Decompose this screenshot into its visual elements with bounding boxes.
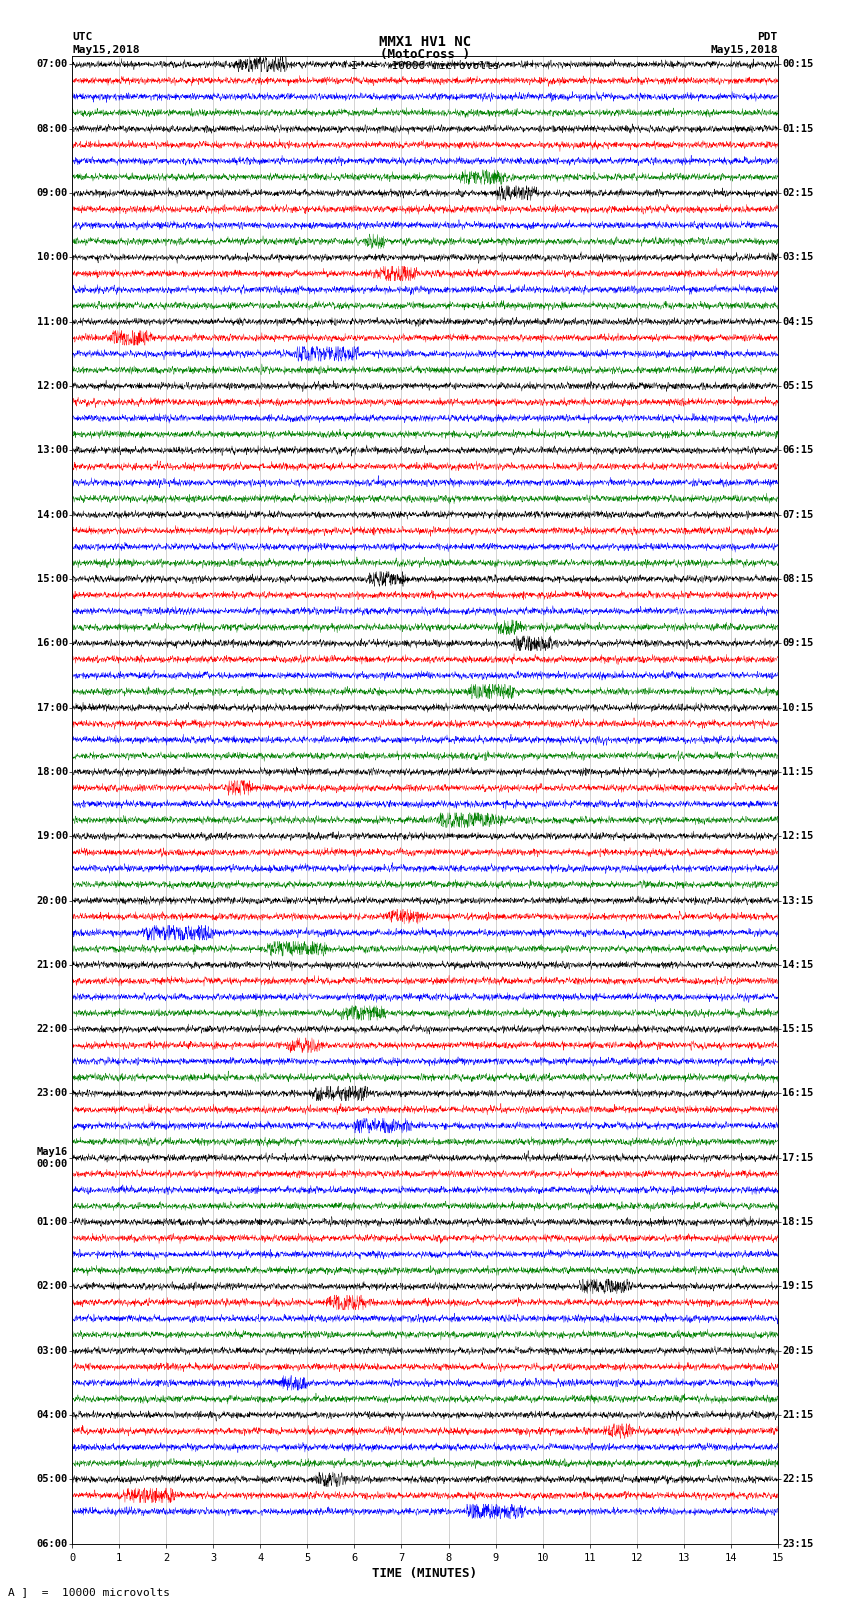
Text: May15,2018: May15,2018 [72, 45, 139, 55]
Text: A ]  =  10000 microvolts: A ] = 10000 microvolts [8, 1587, 171, 1597]
Text: May15,2018: May15,2018 [711, 45, 778, 55]
Text: UTC: UTC [72, 32, 93, 42]
Text: I  =  10000 microvolts: I = 10000 microvolts [351, 61, 499, 71]
X-axis label: TIME (MINUTES): TIME (MINUTES) [372, 1566, 478, 1579]
Text: MMX1 HV1 NC: MMX1 HV1 NC [379, 35, 471, 50]
Text: PDT: PDT [757, 32, 778, 42]
Text: (MotoCross ): (MotoCross ) [380, 48, 470, 61]
